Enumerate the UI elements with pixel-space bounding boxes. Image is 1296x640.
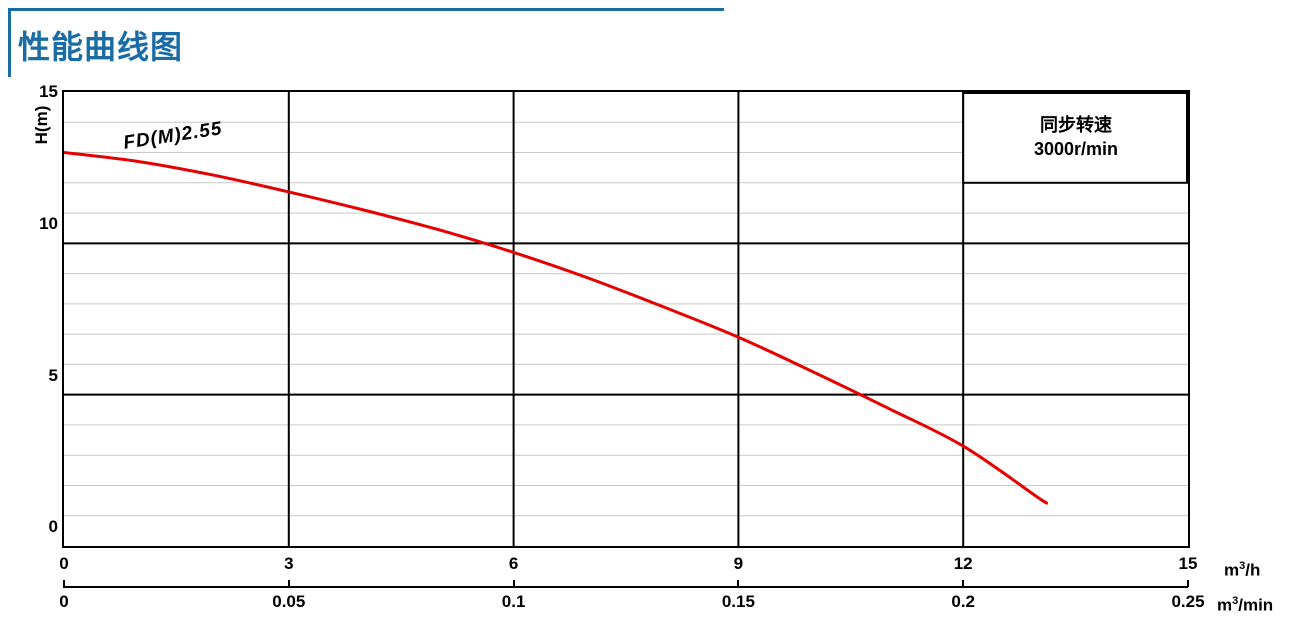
x-tick-label-secondary: 0.1: [501, 592, 526, 611]
x-tick-label-primary: 0: [59, 554, 69, 573]
x-tickmark-secondary: [962, 580, 965, 587]
title-accent-rule: [8, 8, 724, 77]
x-tick-label-primary: 15: [1178, 554, 1198, 573]
x-tickmark-secondary: [1187, 580, 1189, 587]
legend-box: [962, 92, 1188, 184]
x-tick-label-secondary: 0.2: [951, 592, 976, 611]
x-tickmark-secondary: [287, 580, 290, 587]
x-axis-secondary-unit: m3/min: [1217, 595, 1274, 615]
x-tick-label-secondary: 0.25: [1171, 592, 1205, 611]
x-tick-label-secondary: 0.05: [272, 592, 306, 611]
x-tick-label-primary: 6: [508, 554, 519, 573]
y-axis-label: H(m): [32, 105, 51, 145]
legend-line-1: 同步转速: [1040, 115, 1112, 135]
x-tickmark-secondary: [512, 580, 515, 587]
y-tick-label: 10: [39, 214, 58, 234]
x-tick-label-primary: 9: [733, 554, 744, 573]
chart-canvas: [64, 92, 1188, 546]
legend-box-text: 同步转速 3000r/min: [964, 93, 1188, 181]
x-axis-primary-unit: m3/h: [1224, 560, 1261, 580]
x-axis-secondary-line: [63, 586, 1188, 588]
y-tick-label: 5: [48, 365, 58, 385]
x-tickmark-secondary: [63, 580, 65, 587]
x-tickmark-secondary: [737, 580, 740, 587]
y-tick-label: 15: [39, 82, 58, 101]
x-tick-label-secondary: 0: [59, 592, 69, 611]
x-tick-label-primary: 12: [953, 554, 973, 573]
chart-plot-area: [62, 90, 1190, 548]
x-tick-label-primary: 3: [284, 554, 294, 573]
legend-line-2: 3000r/min: [1033, 139, 1119, 159]
page-title: 性能曲线图: [18, 29, 184, 65]
x-tick-label-secondary: 0.15: [721, 592, 755, 611]
y-tick-label: 0: [48, 517, 58, 536]
performance-curve: [64, 151, 1049, 505]
